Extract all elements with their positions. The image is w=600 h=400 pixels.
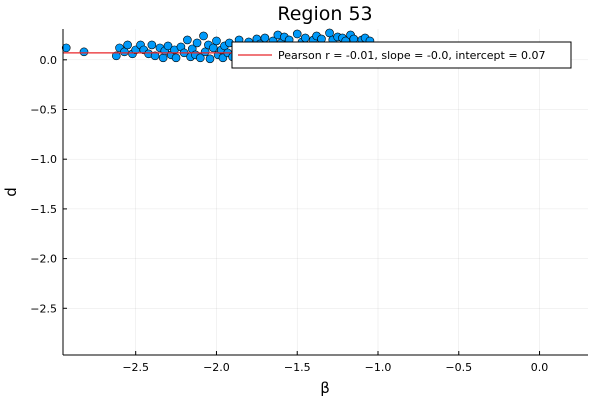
x-tick-label: −0.5 <box>445 361 472 374</box>
scatter-point <box>192 38 202 48</box>
y-tick-label: −0.5 <box>30 104 57 117</box>
y-ticks: 0.0 −0.5 −1.0 −1.5 −2.0 −2.5 <box>30 54 67 315</box>
x-axis-label: β <box>320 379 330 397</box>
scatter-point <box>61 43 71 53</box>
x-tick-label: −2.5 <box>122 361 149 374</box>
scatter-point <box>171 53 181 63</box>
scatter-point <box>147 40 157 50</box>
scatter-point <box>120 47 129 57</box>
x-tick-label: −2.0 <box>203 361 230 374</box>
y-axis-label: d <box>2 187 20 197</box>
scatter-point <box>158 53 168 63</box>
scatter-point <box>208 43 218 53</box>
y-tick-label: −2.5 <box>30 302 57 315</box>
x-tick-label: −1.5 <box>284 361 311 374</box>
y-tick-label: 0.0 <box>40 54 58 67</box>
scatter-point <box>325 28 334 38</box>
y-tick-label: −2.0 <box>30 253 57 266</box>
scatter-point <box>200 47 210 57</box>
scatter-point <box>292 29 302 39</box>
scatter-point <box>212 36 221 46</box>
chart-title: Region 53 <box>277 3 372 25</box>
scatter-point <box>123 40 132 50</box>
x-tick-label: 0.0 <box>531 361 549 374</box>
scatter-point <box>163 41 173 51</box>
scatter-point <box>183 35 192 45</box>
scatter-point <box>150 51 160 61</box>
legend-box <box>231 41 572 69</box>
scatter-point <box>79 47 89 57</box>
grid <box>63 29 588 355</box>
scatter-point <box>301 33 310 43</box>
axes <box>62 29 588 356</box>
y-tick-label: −1.0 <box>30 153 57 166</box>
x-ticks: −2.5 −2.0 −1.5 −1.0 −0.5 0.0 <box>122 351 548 374</box>
plot-background <box>63 29 588 355</box>
legend-label: Pearson r = -0.01, slope = -0.0, interce… <box>278 49 546 62</box>
scatter-point <box>260 33 270 43</box>
scatter-point <box>112 51 121 61</box>
scatter-point <box>199 31 208 41</box>
legend: Pearson r = -0.01, slope = -0.0, interce… <box>231 41 572 69</box>
x-tick-label: −1.0 <box>365 361 392 374</box>
scatter-point <box>205 54 215 64</box>
y-tick-label: −1.5 <box>30 203 57 216</box>
scatter-point <box>196 53 205 63</box>
